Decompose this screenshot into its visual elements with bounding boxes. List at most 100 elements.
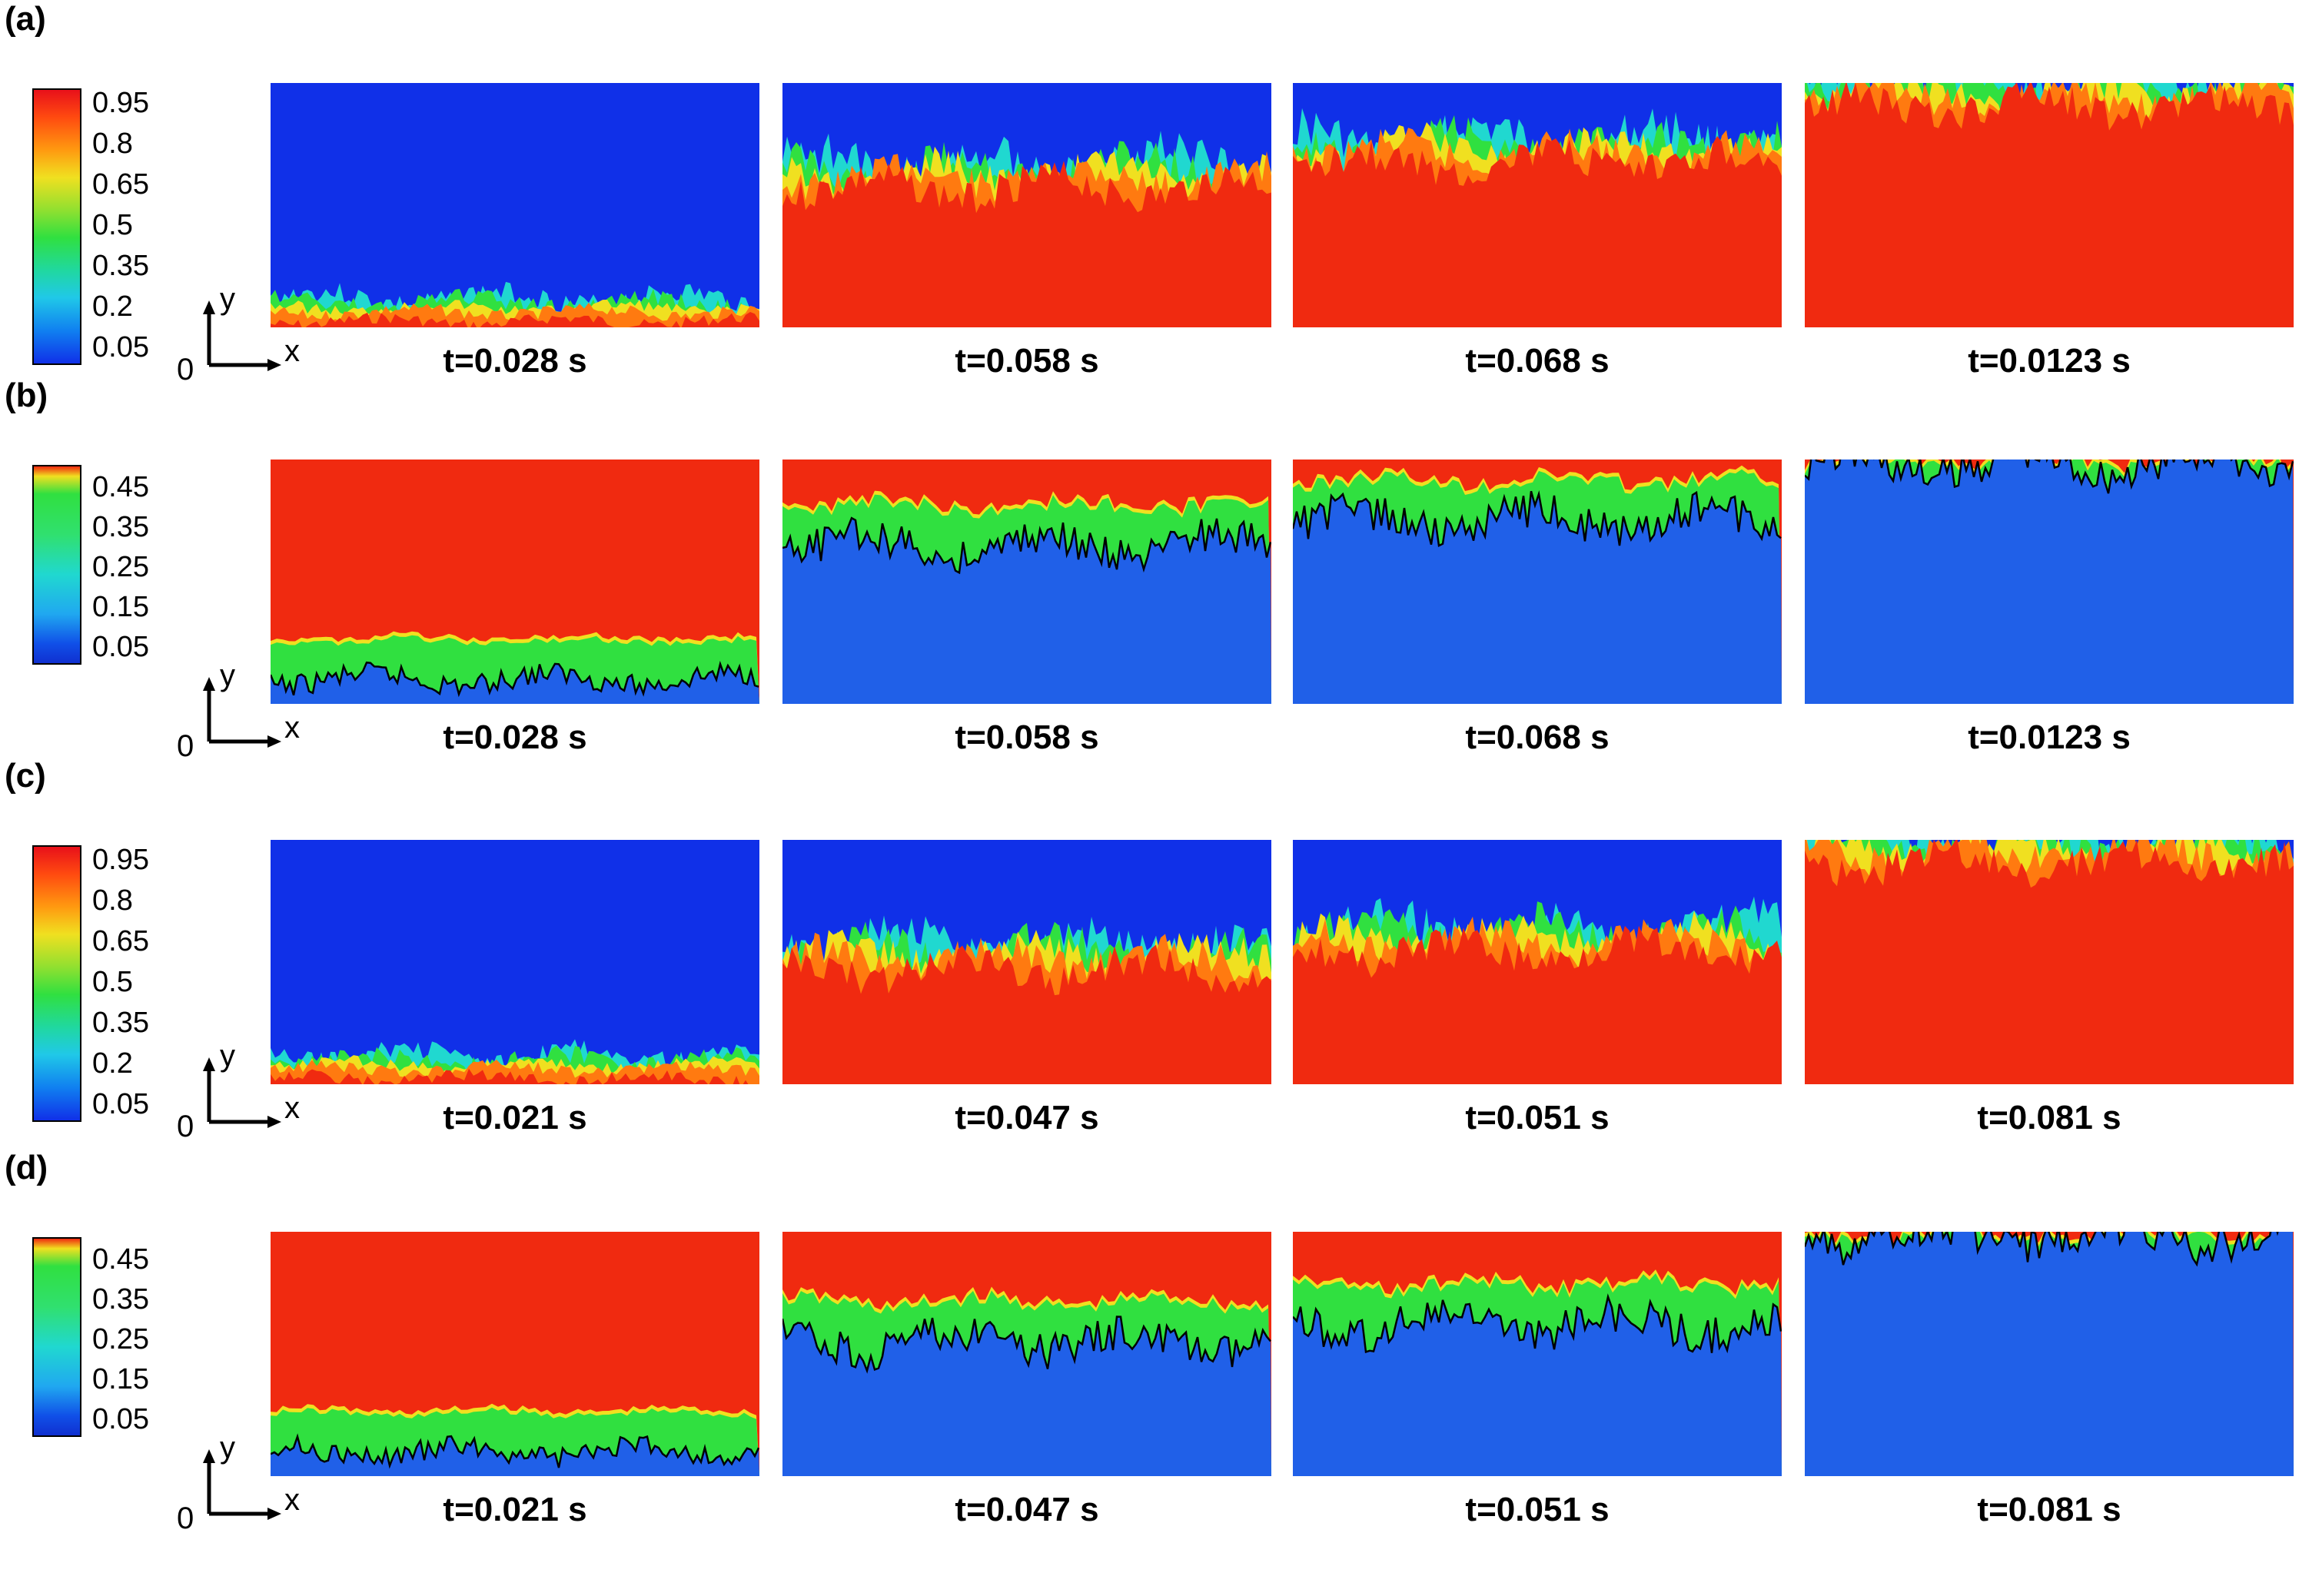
colorbar-tick-label: 0.15 [92,1363,149,1395]
colorbar-tick-label: 0.5 [92,209,133,241]
contour-panel [271,840,759,1084]
flame-contour-line [1805,460,2294,494]
colorbar-tick-label: 0.95 [92,844,149,876]
flame-contour-line [271,660,759,698]
axis-origin-label: 0 [177,353,194,387]
time-caption: t=0.081 s [1977,1491,2121,1528]
colorbar-tick-label: 0.35 [92,250,149,282]
contour-panel [271,1232,759,1476]
contour-panel [782,460,1271,704]
axis-x-label: x [284,334,300,368]
axes-arrows-icon [203,1449,281,1520]
time-caption: t=0.051 s [1465,1099,1610,1136]
figure-row: (a) 0.95 0.8 0.65 0.5 0.35 0.2 0.05 y x 0 t=0.028 s… [0,0,2309,387]
burned-region [782,944,1271,1084]
burned-region [1293,925,1782,1084]
contour-panel [271,83,759,327]
row-label: (b) [5,377,48,414]
colorbar-tick-label: 0.05 [92,631,149,663]
contour-panel [1293,460,1782,704]
axes-indicator: y x 0 [177,1431,300,1537]
figure-row: (c) 0.95 0.8 0.65 0.5 0.35 0.2 0.05 y x 0 t=0.021 s… [0,757,2309,1143]
colorbar [32,845,81,1122]
colorbar-tick-label: 0.05 [92,1403,149,1435]
colorbar-tick-label: 0.05 [92,1088,149,1120]
axis-origin-label: 0 [177,729,194,763]
colorbar-tick-label: 0.45 [92,471,149,503]
axes-indicator: y x 0 [177,1039,300,1145]
colorbar-tick-label: 0.8 [92,884,133,917]
time-caption: t=0.021 s [443,1099,587,1136]
time-caption: t=0.021 s [443,1491,587,1528]
burned-region [271,312,759,327]
axes-arrows-icon [203,677,281,748]
colorbar-tick-label: 0.65 [92,925,149,957]
colorbar-tick-label: 0.35 [92,1283,149,1316]
burned-region [1805,83,2294,327]
contour-panel [1293,840,1782,1084]
burned-region [271,1068,759,1084]
time-caption: t=0.068 s [1465,718,1610,756]
time-caption: t=0.058 s [955,342,1099,380]
axes-indicator: y x 0 [177,659,300,765]
burned-region [782,1316,1271,1476]
time-caption: t=0.058 s [955,718,1099,756]
burned-region [782,518,1271,704]
row-label: (a) [5,0,46,38]
axes-indicator: y x 0 [177,282,300,388]
time-caption: t=0.047 s [955,1491,1099,1528]
axis-origin-label: 0 [177,1110,194,1143]
colorbar-tick-label: 0.25 [92,1323,149,1355]
colorbar-tick-label: 0.65 [92,168,149,201]
colorbar-tick-label: 0.95 [92,87,149,119]
time-caption: t=0.081 s [1977,1099,2121,1136]
burned-region [1805,460,2294,704]
colorbar-tick-label: 0.25 [92,551,149,583]
flame-contour-line [782,516,1271,575]
figure-row: (b) 0.45 0.35 0.25 0.15 0.05 y x 0 t=0.028 s t=0.0… [0,377,2309,763]
axis-x-label: x [284,1091,300,1125]
contour-panel [1293,83,1782,327]
flame-contour-line [271,1433,759,1469]
time-caption: t=0.028 s [443,718,587,756]
time-caption: t=0.028 s [443,342,587,380]
flame-contour-line [782,1316,1271,1374]
burned-region [1293,1296,1782,1476]
flame-contour-line [1293,489,1782,547]
axis-y-label: y [220,659,235,692]
axis-y-label: y [220,1431,235,1465]
flame-contour-line [1805,1232,2279,1267]
colorbar-tick-label: 0.5 [92,966,133,998]
axis-x-label: x [284,711,300,745]
contour-panel [1805,460,2294,704]
row-label: (d) [5,1149,48,1186]
flame-contour-line [1293,1293,1782,1354]
colorbar-tick-label: 0.35 [92,511,149,543]
burned-region [1805,1232,2294,1476]
axes-arrows-icon [203,300,281,371]
row-label: (c) [5,757,46,795]
time-caption: t=0.051 s [1465,1491,1610,1528]
colorbar-tick-label: 0.35 [92,1007,149,1039]
axes-arrows-icon [203,1057,281,1128]
colorbar-tick-label: 0.05 [92,331,149,363]
colorbar-tick-label: 0.15 [92,591,149,623]
axis-origin-label: 0 [177,1501,194,1535]
contour-panel [1293,1232,1782,1476]
contour-panel [271,460,759,704]
axis-y-label: y [220,282,235,316]
time-caption: t=0.068 s [1465,342,1610,380]
contour-panel [782,1232,1271,1476]
colorbar-tick-label: 0.2 [92,290,133,323]
colorbar [32,1237,81,1437]
burned-region [1805,840,2294,1084]
colorbar-tick-label: 0.2 [92,1047,133,1080]
colorbar [32,465,81,665]
contour-panel [782,840,1271,1084]
axis-y-label: y [220,1039,235,1073]
contour-panel [782,83,1271,327]
time-caption: t=0.047 s [955,1099,1099,1136]
colorbar [32,88,81,365]
field-background [271,840,759,1084]
time-caption: t=0.0123 s [1968,342,2131,380]
